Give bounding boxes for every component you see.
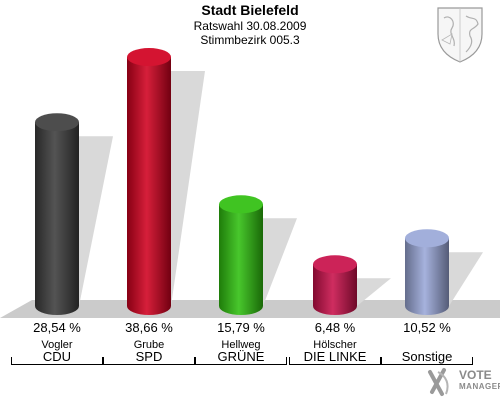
- bar-top: [219, 195, 263, 214]
- value-label: 28,54 %: [33, 320, 81, 335]
- value-label: 10,52 %: [403, 320, 451, 335]
- value-label: 15,79 %: [217, 320, 265, 335]
- bar-body: [313, 264, 357, 315]
- bar-top: [313, 255, 357, 274]
- bar-body: [405, 238, 449, 315]
- bar-body: [219, 204, 263, 315]
- bar-top: [127, 48, 171, 67]
- party-label: GRÜNE: [195, 350, 287, 365]
- candidate-label: Vogler: [41, 339, 73, 351]
- chart-subtitle: Ratswahl 30.08.2009: [193, 19, 307, 33]
- value-label: 38,66 %: [125, 320, 173, 335]
- bar-body: [127, 57, 171, 315]
- chart-header: Stadt Bielefeld Ratswahl 30.08.2009 Stim…: [0, 2, 500, 47]
- bar-cdu: [35, 113, 113, 316]
- bar-spd: [127, 48, 205, 315]
- bar-body: [35, 122, 79, 316]
- bar-top: [35, 113, 79, 132]
- party-label: DIE LINKE: [289, 350, 381, 365]
- logo-text-manager: MANAGER: [459, 382, 500, 391]
- candidate-label: Hellweg: [221, 339, 261, 351]
- value-label: 6,48 %: [314, 320, 356, 335]
- coat-of-arms-icon: [437, 7, 483, 63]
- party-label: Sonstige: [381, 350, 473, 365]
- candidate-label: Hölscher: [313, 339, 357, 351]
- bar-die-linke: [313, 255, 391, 315]
- candidate-label: Grube: [133, 339, 165, 351]
- chart-title: Stadt Bielefeld: [201, 2, 299, 18]
- party-label: SPD: [103, 350, 195, 365]
- logo-text-vote: VOTE: [459, 368, 492, 382]
- vote-manager-logo: [428, 368, 449, 396]
- party-label: CDU: [11, 350, 103, 365]
- bar-grüne: [219, 195, 297, 315]
- bar-sonstige: [405, 229, 483, 315]
- district-label: Stimmbezirk 005.3: [200, 33, 300, 47]
- bar-top: [405, 229, 449, 248]
